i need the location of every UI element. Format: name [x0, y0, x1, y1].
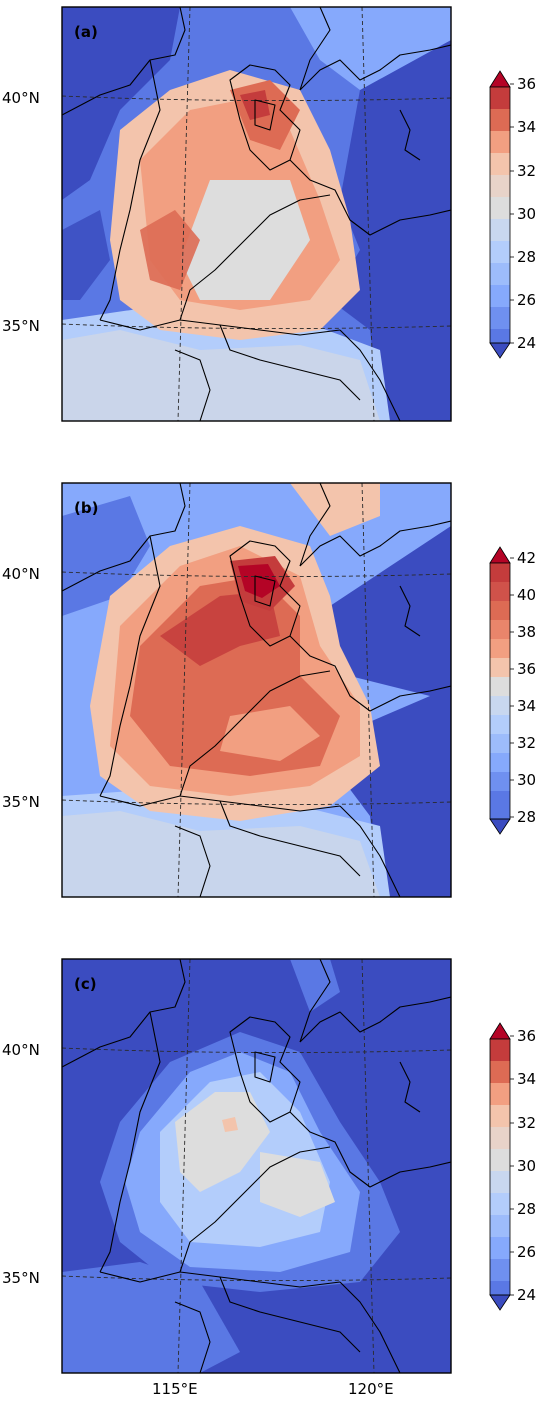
lat-label-35n-b: 35°N: [2, 793, 40, 811]
temperature-field-a: [62, 7, 451, 421]
colorbar-a: 36 34 32 30 28 26 24: [489, 70, 536, 359]
lon-label-120e: 120°E: [348, 1380, 394, 1398]
temperature-field-b: [62, 483, 451, 897]
colorbar-b-tick: 42: [517, 549, 536, 567]
province-borders-c: [62, 959, 451, 1373]
colorbar-b-tick: 32: [517, 734, 536, 752]
colorbar-b-tick: 28: [517, 808, 536, 826]
lon-label-115e: 115°E: [152, 1380, 198, 1398]
lat-label-35n-c: 35°N: [2, 1269, 40, 1287]
colorbar-a-tick: 36: [517, 75, 536, 93]
colorbar-c-tick: 36: [517, 1027, 536, 1045]
temperature-field-c: [62, 959, 451, 1373]
panel-b: (b) 40°N 35°N: [0, 476, 550, 916]
colorbar-b-tick: 38: [517, 623, 536, 641]
panel-c: (c) 40°N 35°N 36: [0, 952, 550, 1392]
colorbar-b-tick: 40: [517, 586, 536, 604]
colorbar-c: 36 34 32 30 28 26 24: [489, 1022, 536, 1311]
colorbar-c-tick: 34: [517, 1070, 536, 1088]
colorbar-b-tick: 34: [517, 697, 536, 715]
map-a: (a) 40°N 35°N 36: [2, 6, 536, 422]
colorbar-a-tick: 26: [517, 291, 536, 309]
colorbar-a-tick: 28: [517, 248, 536, 266]
colorbar-a-tick: 30: [517, 205, 536, 223]
panel-label-a: (a): [74, 23, 98, 41]
colorbar-b-tick: 36: [517, 660, 536, 678]
colorbar-a-tick: 32: [517, 162, 536, 180]
colorbar-c-tick: 28: [517, 1200, 536, 1218]
colorbar-a-tick: 34: [517, 118, 536, 136]
map-b: (b) 40°N 35°N: [2, 482, 536, 898]
colorbar-c-tick: 30: [517, 1157, 536, 1175]
lat-label-40n-a: 40°N: [2, 89, 40, 107]
colorbar-b-tick: 30: [517, 771, 536, 789]
province-borders-b: [62, 483, 451, 897]
colorbar-c-tick: 24: [517, 1286, 536, 1304]
colorbar-c-tick: 32: [517, 1114, 536, 1132]
lat-label-35n-a: 35°N: [2, 317, 40, 335]
colorbar-a-tick: 24: [517, 334, 536, 352]
panel-a: (a) 40°N 35°N 36: [0, 0, 550, 440]
lat-label-40n-b: 40°N: [2, 565, 40, 583]
map-c: (c) 40°N 35°N 36: [2, 958, 536, 1374]
colorbar-c-tick: 26: [517, 1243, 536, 1261]
panel-label-c: (c): [74, 975, 97, 993]
panel-label-b: (b): [74, 499, 98, 517]
colorbar-b: 42 40 38 36 34 32 30 28: [489, 546, 536, 835]
lat-label-40n-c: 40°N: [2, 1041, 40, 1059]
province-borders-a: [62, 7, 451, 421]
